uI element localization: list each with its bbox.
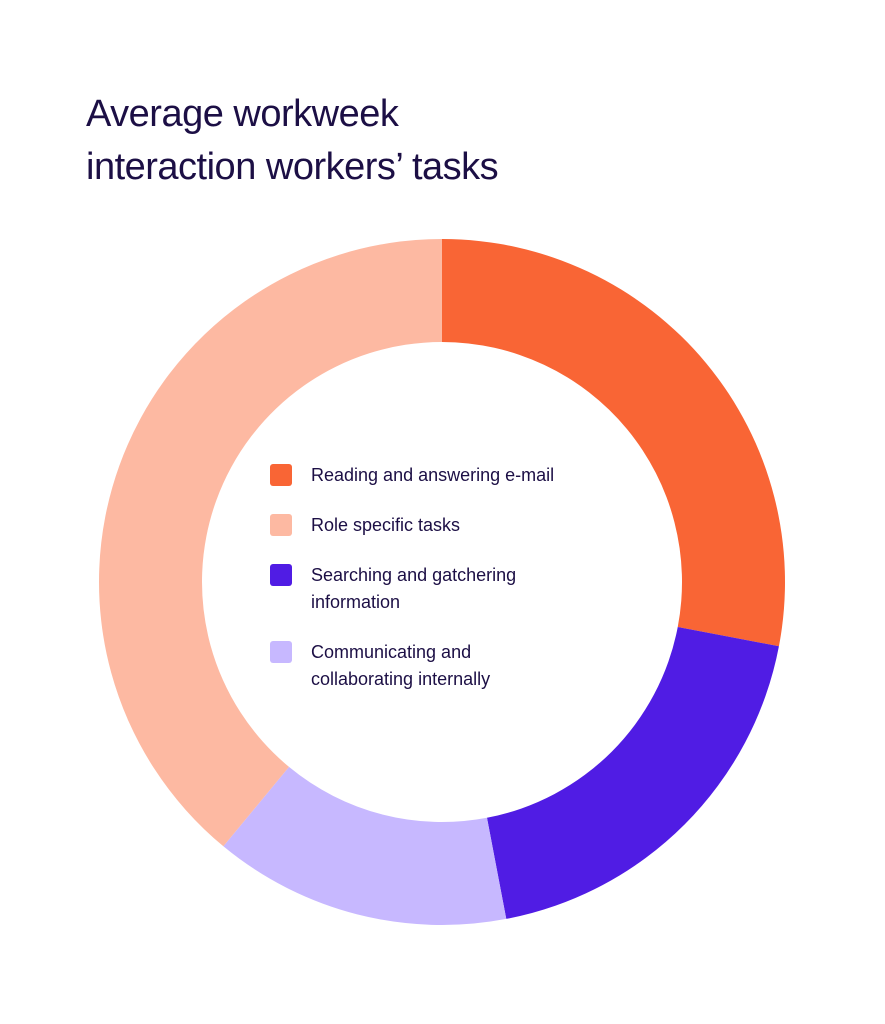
- legend-swatch-searching: [270, 564, 292, 586]
- chart-title: Average workweek interaction workers’ ta…: [86, 88, 786, 194]
- legend-item-searching: Searching and gatchering information: [270, 562, 610, 616]
- legend-swatch-communicating: [270, 641, 292, 663]
- chart-title-line-2: interaction workers’ tasks: [86, 146, 499, 188]
- donut-slice-communicating: [223, 766, 507, 925]
- donut-slice-searching: [486, 626, 779, 919]
- legend-label-communicating: Communicating and collaborating internal…: [311, 642, 491, 689]
- legend-swatch-reading-email: [270, 464, 292, 486]
- legend-item-role-specific: Role specific tasks: [270, 512, 610, 539]
- donut-slice-reading-email: [442, 239, 785, 647]
- legend-label-searching: Searching and gatchering information: [311, 565, 517, 612]
- legend-item-communicating: Communicating and collaborating internal…: [270, 639, 610, 693]
- legend-label-reading-email: Reading and answering e-mail: [311, 465, 555, 485]
- legend-item-reading-email: Reading and answering e-mail: [270, 462, 610, 489]
- legend-swatch-role-specific: [270, 514, 292, 536]
- legend-label-role-specific: Role specific tasks: [311, 515, 461, 535]
- chart-title-line-1: Average workweek: [86, 93, 399, 135]
- chart-legend: Reading and answering e-mail Role specif…: [270, 462, 610, 716]
- donut-slice-role-specific: [99, 239, 443, 847]
